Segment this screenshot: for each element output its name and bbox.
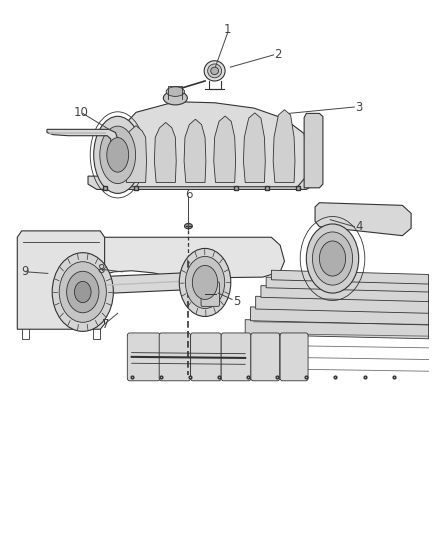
Text: 3: 3 — [355, 101, 362, 114]
Polygon shape — [251, 307, 428, 325]
FancyBboxPatch shape — [251, 333, 280, 381]
Text: 6: 6 — [185, 188, 192, 201]
Ellipse shape — [319, 241, 346, 276]
Text: 10: 10 — [74, 106, 89, 119]
Polygon shape — [110, 102, 306, 187]
FancyBboxPatch shape — [191, 333, 221, 381]
Polygon shape — [245, 320, 428, 339]
Ellipse shape — [211, 67, 219, 75]
Ellipse shape — [306, 224, 359, 293]
Polygon shape — [17, 231, 105, 329]
Ellipse shape — [67, 271, 99, 313]
Ellipse shape — [59, 262, 106, 322]
Ellipse shape — [192, 265, 218, 300]
Polygon shape — [256, 296, 428, 313]
Polygon shape — [61, 237, 285, 278]
Ellipse shape — [94, 116, 142, 193]
Polygon shape — [272, 270, 428, 284]
Polygon shape — [273, 110, 295, 182]
Text: 8: 8 — [97, 263, 105, 276]
Text: 7: 7 — [102, 319, 109, 332]
Ellipse shape — [74, 281, 91, 303]
FancyBboxPatch shape — [127, 333, 160, 381]
Ellipse shape — [166, 87, 184, 96]
Polygon shape — [244, 113, 265, 182]
Polygon shape — [214, 116, 236, 182]
FancyBboxPatch shape — [221, 333, 251, 381]
Ellipse shape — [184, 223, 192, 229]
FancyBboxPatch shape — [159, 333, 191, 381]
Polygon shape — [47, 130, 118, 150]
FancyBboxPatch shape — [201, 282, 219, 306]
Polygon shape — [154, 123, 176, 182]
Ellipse shape — [179, 248, 231, 317]
Polygon shape — [102, 272, 195, 294]
Ellipse shape — [312, 232, 353, 285]
FancyBboxPatch shape — [280, 333, 308, 381]
Ellipse shape — [163, 91, 187, 105]
Ellipse shape — [204, 61, 225, 81]
Ellipse shape — [107, 138, 129, 172]
Ellipse shape — [185, 256, 225, 309]
Polygon shape — [304, 114, 323, 188]
Text: 5: 5 — [233, 295, 240, 308]
Polygon shape — [125, 126, 147, 182]
Ellipse shape — [208, 64, 222, 78]
Text: 4: 4 — [355, 220, 363, 233]
Text: 9: 9 — [21, 265, 28, 278]
Polygon shape — [315, 203, 411, 236]
Ellipse shape — [52, 253, 113, 332]
Polygon shape — [184, 119, 206, 182]
Text: 2: 2 — [274, 49, 282, 61]
Polygon shape — [266, 277, 428, 292]
Ellipse shape — [100, 126, 136, 183]
Polygon shape — [261, 286, 428, 302]
Text: 1: 1 — [224, 23, 231, 36]
Polygon shape — [88, 176, 315, 189]
